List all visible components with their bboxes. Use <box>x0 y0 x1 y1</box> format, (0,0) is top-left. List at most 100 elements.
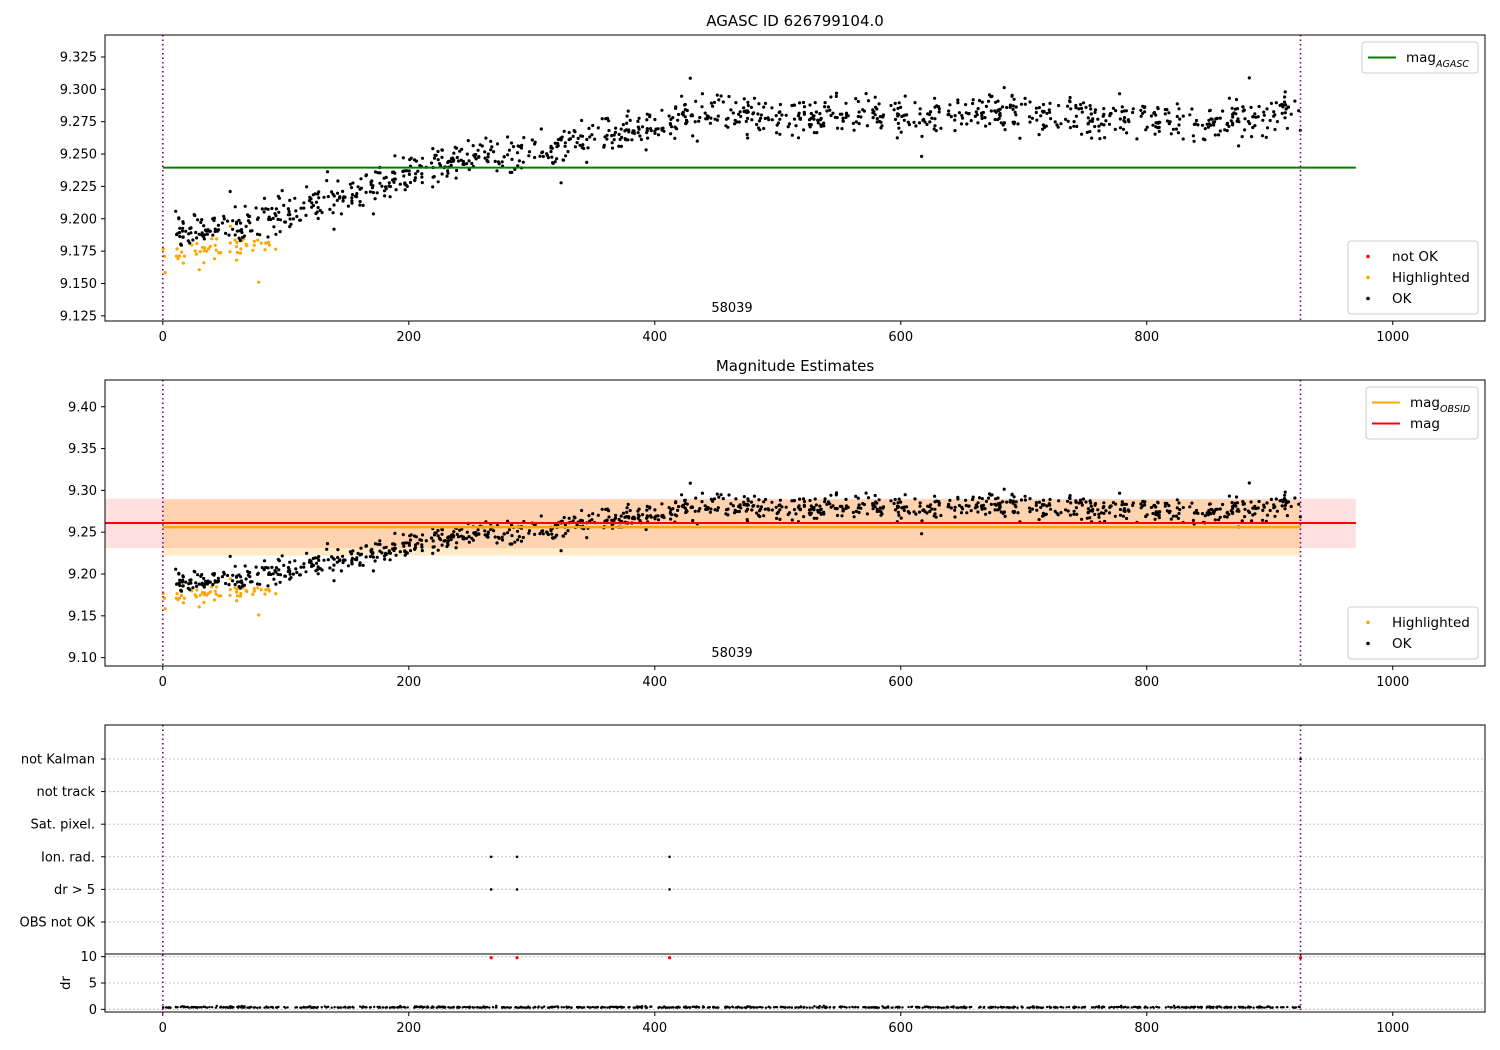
data-point <box>317 555 321 559</box>
data-point <box>486 155 490 159</box>
data-point <box>564 154 568 158</box>
data-point <box>1120 105 1124 109</box>
data-point <box>930 116 934 120</box>
data-point <box>233 564 237 568</box>
data-point <box>801 497 806 501</box>
data-point <box>1281 499 1285 503</box>
data-point <box>262 210 266 214</box>
data-point <box>1262 110 1266 114</box>
data-point <box>626 138 630 142</box>
dr-point <box>945 1006 948 1009</box>
dr-point <box>1081 1005 1085 1009</box>
data-point <box>506 153 510 157</box>
x-tick-label: 400 <box>642 1021 667 1036</box>
data-point <box>351 549 355 553</box>
data-point <box>796 136 801 140</box>
data-point <box>330 190 334 194</box>
data-point <box>550 155 554 159</box>
panel-2-title: Magnitude Estimates <box>716 357 874 375</box>
data-point <box>264 565 268 570</box>
data-point <box>778 498 783 502</box>
data-point <box>1102 511 1106 515</box>
data-point <box>949 506 953 510</box>
data-point <box>1210 508 1214 512</box>
data-point <box>625 506 629 510</box>
data-point <box>602 143 606 147</box>
data-point <box>578 143 582 147</box>
data-point <box>1158 510 1162 514</box>
data-point <box>875 117 879 121</box>
data-point <box>335 560 339 564</box>
data-point <box>1283 116 1287 120</box>
data-point <box>906 120 910 124</box>
data-point <box>561 534 566 538</box>
data-point <box>432 156 437 160</box>
data-point <box>1143 110 1147 114</box>
data-point <box>1153 132 1157 136</box>
data-point <box>320 210 324 215</box>
dr-point <box>649 1005 652 1008</box>
data-point <box>993 117 997 122</box>
data-point <box>775 511 779 516</box>
y-tick-label: 9.20 <box>68 568 97 583</box>
data-point <box>815 131 819 135</box>
data-point <box>443 539 447 543</box>
data-point <box>341 189 345 193</box>
data-point <box>1167 111 1171 115</box>
data-point <box>483 150 487 154</box>
dr-point <box>711 1006 715 1009</box>
data-point <box>774 114 778 118</box>
data-point <box>956 98 960 102</box>
data-point <box>1139 108 1143 112</box>
dr-point <box>1172 1004 1176 1007</box>
dr-point <box>1209 1006 1212 1009</box>
data-point <box>928 112 932 117</box>
data-point <box>1003 514 1007 519</box>
data-point <box>205 582 209 586</box>
data-point <box>1297 502 1301 506</box>
data-point <box>1097 515 1101 519</box>
data-point <box>277 210 281 214</box>
data-point <box>1247 76 1251 80</box>
data-point <box>527 150 532 154</box>
data-point <box>625 114 629 118</box>
dr-point <box>582 1006 585 1009</box>
data-point <box>288 198 292 202</box>
data-point <box>834 91 839 95</box>
dr-point <box>1260 1006 1264 1009</box>
data-point <box>358 203 362 207</box>
data-point <box>461 162 465 166</box>
data-point <box>770 508 774 512</box>
data-point <box>289 576 293 580</box>
data-point <box>408 549 413 553</box>
dr-point <box>381 1006 384 1009</box>
data-point <box>336 548 340 552</box>
legend-label: OK <box>1392 636 1413 652</box>
data-point <box>500 535 504 539</box>
data-point <box>408 538 413 542</box>
data-point <box>262 568 266 572</box>
data-point <box>856 496 860 500</box>
data-point <box>861 108 865 112</box>
data-point <box>984 104 989 108</box>
dr-point <box>304 1006 308 1009</box>
data-point <box>841 116 845 120</box>
data-point <box>202 249 206 253</box>
data-point <box>1221 502 1225 507</box>
data-point <box>675 514 679 518</box>
x-tick-label: 400 <box>642 330 667 345</box>
data-point <box>835 513 840 518</box>
data-point <box>588 519 592 523</box>
data-point <box>449 163 453 167</box>
data-point <box>188 588 192 592</box>
dr-point <box>863 1005 866 1009</box>
data-point <box>875 107 879 111</box>
data-point <box>472 531 476 535</box>
data-point <box>257 280 261 284</box>
data-point <box>231 573 235 577</box>
dr-point <box>1122 1006 1125 1009</box>
data-point <box>440 527 444 532</box>
data-point <box>302 562 306 566</box>
data-point <box>356 551 360 556</box>
dr-point <box>302 1006 305 1009</box>
